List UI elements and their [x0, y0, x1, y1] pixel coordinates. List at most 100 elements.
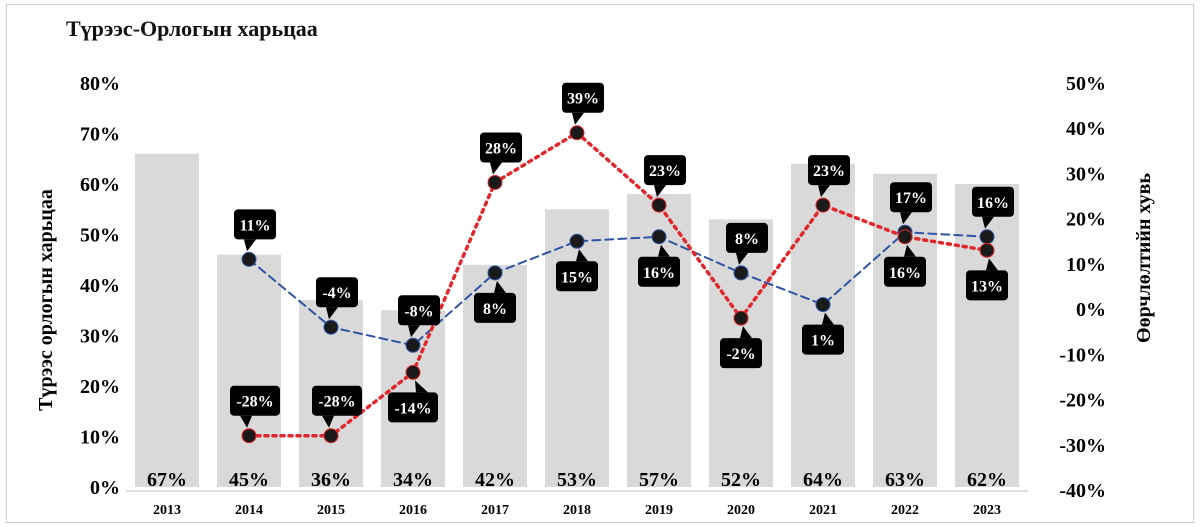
- data-callout: 17%: [890, 182, 932, 225]
- series-marker: [979, 242, 995, 258]
- data-label: -28%: [318, 394, 355, 411]
- data-label: 1%: [811, 333, 835, 350]
- bar-value-label: 53%: [557, 469, 597, 491]
- y-right-tick-label: -10%: [1059, 344, 1106, 366]
- data-label: 11%: [239, 217, 270, 234]
- y-right-axis-label: Өөрчлөлтийн хувь: [1133, 173, 1155, 343]
- series-marker: [487, 174, 503, 190]
- data-callout: -28%: [312, 385, 362, 428]
- bar-value-label: 34%: [393, 469, 433, 491]
- data-label: 23%: [813, 163, 845, 180]
- y-right-tick-label: -20%: [1059, 390, 1106, 412]
- bar-2013: [135, 153, 199, 487]
- bar-value-label: 67%: [147, 469, 187, 491]
- series-marker: [897, 229, 913, 245]
- data-callout: 16%: [638, 244, 680, 287]
- y-left-tick-label: 30%: [80, 326, 120, 348]
- x-tick-label: 2018: [563, 503, 591, 518]
- y-left-axis-label: Түрээс орлогын харьцаа: [35, 189, 57, 411]
- y-right-tick-label: 50%: [1066, 73, 1106, 95]
- y-right-tick-label: 30%: [1066, 163, 1106, 185]
- series-marker: [569, 233, 585, 249]
- x-tick-label: 2020: [727, 503, 755, 518]
- series-marker: [815, 197, 831, 213]
- data-label: -4%: [322, 285, 351, 302]
- y-left-tick-label: 10%: [80, 427, 120, 449]
- series-marker: [733, 310, 749, 326]
- bar-value-label: 57%: [639, 469, 679, 491]
- data-callout: -28%: [230, 385, 280, 428]
- series-marker: [569, 125, 585, 141]
- series-marker: [979, 229, 995, 245]
- bar-value-label: 64%: [803, 469, 843, 491]
- data-label: 16%: [643, 265, 675, 282]
- bar-value-label: 52%: [721, 469, 761, 491]
- data-label: -28%: [236, 394, 273, 411]
- y-right-tick-label: 40%: [1066, 118, 1106, 140]
- bar-value-label: 62%: [967, 469, 1007, 491]
- y-left-tick-label: 40%: [80, 275, 120, 297]
- series-marker: [733, 265, 749, 281]
- series-marker: [405, 364, 421, 380]
- data-callout: 8%: [474, 280, 516, 323]
- chart-frame: [6, 4, 1194, 523]
- data-label: 23%: [649, 163, 681, 180]
- data-label: 15%: [561, 269, 593, 286]
- series-marker: [405, 337, 421, 353]
- data-label: 28%: [485, 140, 517, 157]
- y-right-tick-label: -30%: [1059, 435, 1106, 457]
- data-callout: 23%: [644, 155, 686, 198]
- bar-value-label: 63%: [885, 469, 925, 491]
- data-label: 39%: [567, 91, 599, 108]
- data-label: -8%: [404, 303, 433, 320]
- bar-2018: [545, 209, 609, 487]
- data-label: -14%: [394, 400, 431, 417]
- data-callout: 16%: [884, 244, 926, 287]
- bar-value-label: 45%: [229, 469, 269, 491]
- chart-title: Түрээс-Орлогын харьцаа: [66, 16, 318, 41]
- y-right-tick-label: 10%: [1066, 254, 1106, 276]
- bars-layer: 67% 45% 36% 34% 42% 53% 57% 52% 64% 63% 62%: [135, 153, 1019, 491]
- series-marker: [651, 197, 667, 213]
- data-callout: -8%: [398, 295, 440, 338]
- series-marker: [815, 297, 831, 313]
- data-label: 8%: [735, 231, 759, 248]
- data-label: 17%: [895, 190, 927, 207]
- data-callout: 1%: [802, 312, 844, 355]
- series-marker: [323, 319, 339, 335]
- data-callout: 13%: [966, 258, 1008, 301]
- series-marker: [323, 428, 339, 444]
- data-callout: -2%: [720, 326, 762, 369]
- callouts-layer: 11% -4% -8% 8% 15% 16% 8% 1% 17% 16% -28% -28% -14% 2…: [230, 82, 1014, 428]
- lines-layer: [241, 125, 995, 444]
- data-label: 8%: [483, 301, 507, 318]
- data-label: 16%: [977, 195, 1009, 212]
- data-callout: 16%: [972, 186, 1014, 229]
- y-right-tick-label: 0%: [1076, 299, 1106, 321]
- x-tick-label: 2013: [153, 503, 181, 518]
- data-callout: -14%: [388, 380, 438, 423]
- y-left-tick-label: 60%: [80, 174, 120, 196]
- data-callout: 8%: [726, 222, 768, 265]
- x-tick-label: 2019: [645, 503, 673, 518]
- series-line-red-dotted: [247, 130, 989, 438]
- series-marker: [651, 229, 667, 245]
- series-marker: [487, 265, 503, 281]
- data-label: 16%: [889, 265, 921, 282]
- series-line-blue-dashed: [248, 231, 988, 347]
- data-callout: 39%: [562, 82, 604, 125]
- x-tick-label: 2022: [891, 503, 919, 518]
- data-label: 13%: [971, 278, 1003, 295]
- series-marker: [241, 251, 257, 267]
- x-tick-label: 2014: [235, 503, 263, 518]
- axes-layer: 2013 2014 2015 2016 2017 2018 2019 2020 2021 2022…: [35, 73, 1155, 518]
- y-left-tick-label: 20%: [80, 376, 120, 398]
- data-callout: 28%: [480, 132, 522, 175]
- y-left-tick-label: 80%: [80, 73, 120, 95]
- y-left-tick-label: 50%: [80, 225, 120, 247]
- x-tick-label: 2017: [481, 503, 509, 518]
- y-left-tick-label: 70%: [80, 124, 120, 146]
- x-tick-label: 2015: [317, 503, 345, 518]
- data-callout: 11%: [234, 209, 276, 252]
- bar-2014: [217, 254, 281, 487]
